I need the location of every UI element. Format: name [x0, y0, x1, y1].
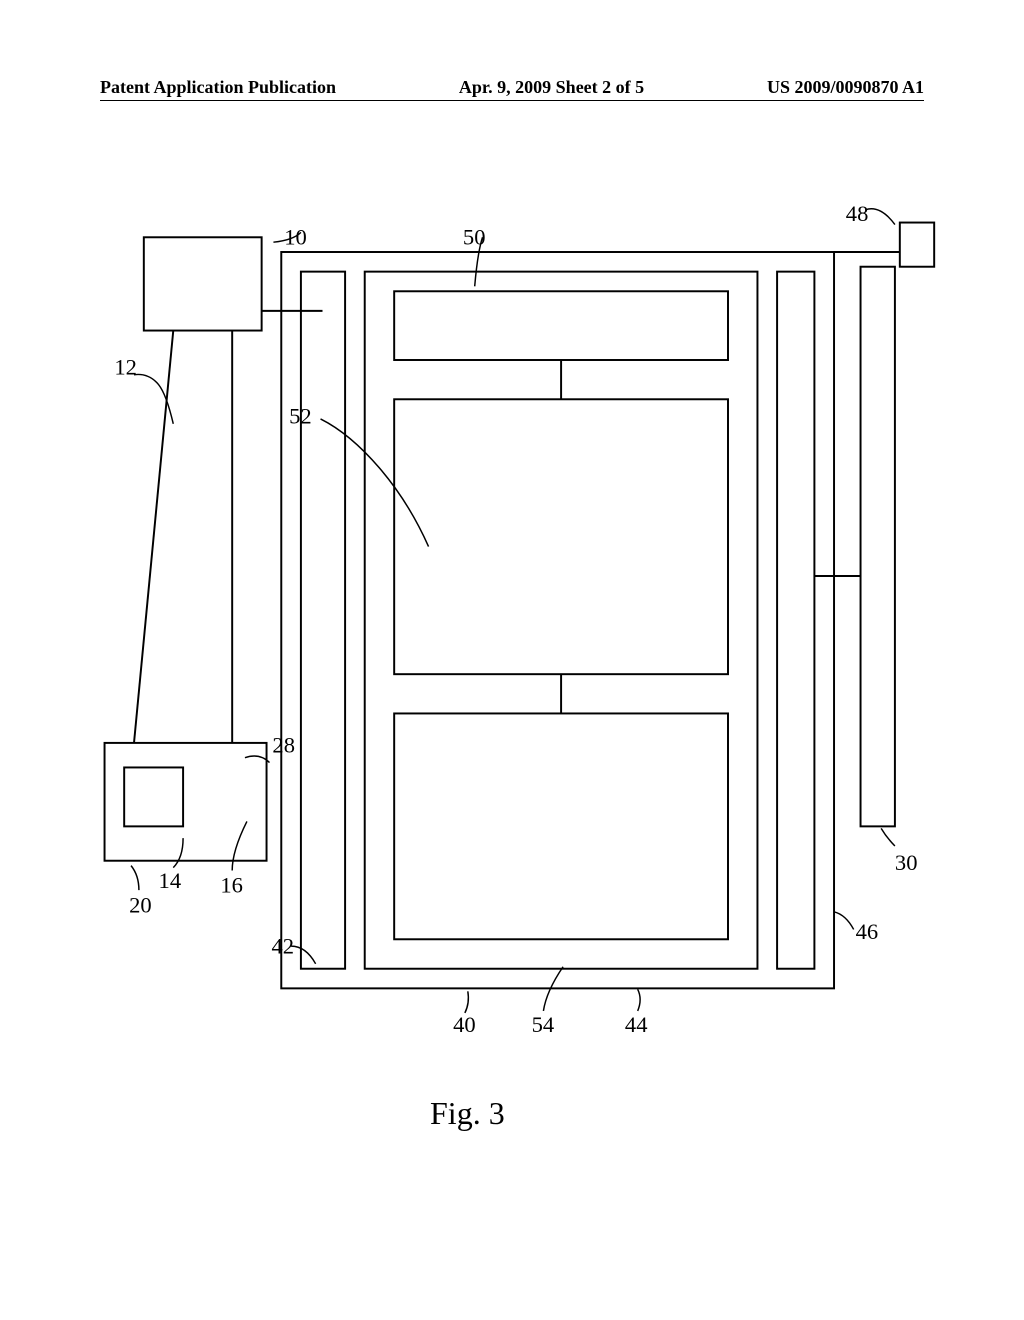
svg-text:30: 30 [895, 850, 918, 875]
header-left: Patent Application Publication [100, 77, 336, 98]
header-right: US 2009/0090870 A1 [767, 77, 924, 98]
svg-text:44: 44 [625, 1012, 648, 1037]
svg-text:52: 52 [289, 403, 312, 428]
header-rule [100, 100, 924, 101]
svg-text:54: 54 [532, 1012, 555, 1037]
svg-text:10: 10 [284, 225, 307, 250]
svg-text:42: 42 [271, 934, 294, 959]
svg-text:28: 28 [272, 732, 295, 757]
svg-text:50: 50 [463, 225, 486, 250]
figure-caption: Fig. 3 [430, 1095, 505, 1132]
svg-text:20: 20 [129, 892, 152, 917]
svg-text:16: 16 [220, 873, 243, 898]
svg-text:48: 48 [846, 201, 869, 226]
header-center: Apr. 9, 2009 Sheet 2 of 5 [459, 77, 644, 98]
svg-text:46: 46 [856, 919, 879, 944]
svg-text:40: 40 [453, 1012, 476, 1037]
svg-text:12: 12 [114, 354, 137, 379]
svg-text:14: 14 [159, 868, 182, 893]
patent-diagram: 10 50 48 12 52 28 14 20 16 42 30 46 40 54 44 [80, 190, 944, 1070]
